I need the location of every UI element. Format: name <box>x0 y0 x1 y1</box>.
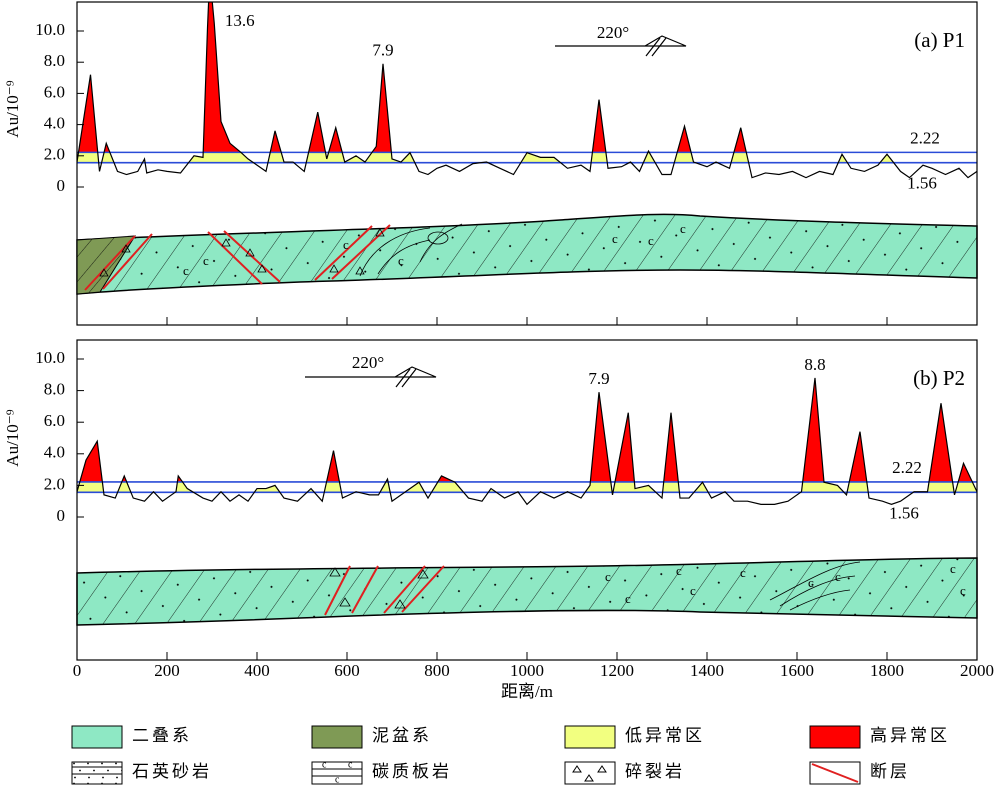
y-tick-label: 2.0 <box>44 474 65 493</box>
title: (a) P1 <box>914 28 965 52</box>
svg-text:c: c <box>950 561 956 576</box>
y-tick-label: 0 <box>57 176 66 195</box>
x-tick-label: 1800 <box>870 661 904 680</box>
svg-text:c: c <box>348 759 353 770</box>
x-tick-label: 800 <box>424 661 450 680</box>
low-anomaly-area <box>77 481 977 493</box>
direction-label: 220° <box>352 353 384 372</box>
svg-text:c: c <box>690 583 696 598</box>
legend-swatch <box>71 761 123 785</box>
x-tick-label: 600 <box>334 661 360 680</box>
threshold-label: 2.22 <box>910 128 940 147</box>
slate-symbols: ccc ccc ccc <box>605 561 966 606</box>
legend-swatch <box>809 761 861 785</box>
svg-text:c: c <box>808 575 814 590</box>
svg-text:c: c <box>648 233 654 248</box>
y-tick-label: 4.0 <box>44 114 65 133</box>
legend-label: 高异常区 <box>870 726 950 745</box>
cross-section-a: cc cc c cc <box>76 213 978 295</box>
legend: c cc 二叠系 泥盆系 低异常区 高异常区 石英砂岩 碳质板岩 碎裂岩 断层 <box>71 725 950 785</box>
x-tick-label: 0 <box>73 661 82 680</box>
cross-section-b: ccc ccc ccc <box>76 557 978 626</box>
legend-label: 泥盆系 <box>372 726 432 745</box>
legend-label: 碎裂岩 <box>625 762 685 781</box>
legend-label: 断层 <box>870 762 910 781</box>
y-tick-label: 2.0 <box>44 145 65 164</box>
y-tick-label: 4.0 <box>44 443 65 462</box>
x-tick-label: 1000 <box>510 661 544 680</box>
y-tick-label: 10.0 <box>35 20 65 39</box>
legend-swatch <box>311 725 363 749</box>
legend-swatch: c cc <box>311 759 363 785</box>
svg-text:c: c <box>398 253 404 268</box>
svg-text:c: c <box>322 759 327 770</box>
y-tick-label: 6.0 <box>44 411 65 430</box>
y-tick-label: 8.0 <box>44 380 65 399</box>
legend-swatch <box>71 725 123 749</box>
direction-label: 220° <box>597 23 629 42</box>
y-tick-label: 10.0 <box>35 348 65 367</box>
title: (b) P2 <box>913 366 965 390</box>
threshold-label: 2.22 <box>892 458 922 477</box>
svg-text:c: c <box>335 774 340 785</box>
svg-text:c: c <box>960 583 966 598</box>
x-tick-label: 2000 <box>960 661 994 680</box>
svg-text:c: c <box>612 231 618 246</box>
value-label: 8.8 <box>804 355 825 374</box>
value-label: 13.6 <box>225 11 255 30</box>
svg-text:c: c <box>835 569 841 584</box>
plot-1 <box>77 377 977 506</box>
svg-text:c: c <box>203 253 209 268</box>
threshold-label: 1.56 <box>889 503 919 522</box>
direction-arrow <box>305 35 687 388</box>
y-tick-label: 6.0 <box>44 82 65 101</box>
y-tick-label: 0 <box>57 506 66 525</box>
value-label: 7.9 <box>372 41 393 60</box>
data-line <box>77 377 977 506</box>
x-tick-label: 400 <box>244 661 270 680</box>
legend-swatch <box>564 725 616 749</box>
x-tick-label: 200 <box>154 661 180 680</box>
svg-text:c: c <box>183 263 189 278</box>
svg-text:c: c <box>680 221 686 236</box>
slate-symbols: cc cc c cc <box>183 221 686 278</box>
svg-text:c: c <box>343 237 349 252</box>
high-anomaly-area <box>79 377 973 482</box>
data-line <box>77 2 977 179</box>
svg-text:c: c <box>740 565 746 580</box>
x-tick-label: 1200 <box>600 661 634 680</box>
x-tick-label: 1400 <box>690 661 724 680</box>
x-tick-label: 1600 <box>780 661 814 680</box>
y-axis-label: Au/10⁻⁹ <box>3 80 22 137</box>
low-anomaly-area <box>77 152 894 163</box>
x-axis-label: 距离/m <box>501 682 553 701</box>
value-label: 7.9 <box>588 369 609 388</box>
svg-text:c: c <box>676 563 682 578</box>
y-axis-label: Au/10⁻⁹ <box>3 409 22 466</box>
legend-label: 碳质板岩 <box>372 762 452 781</box>
plot-0 <box>77 2 977 179</box>
high-anomaly-area <box>78 2 747 153</box>
legend-swatch <box>564 761 616 785</box>
svg-text:c: c <box>605 569 611 584</box>
y-tick-label: 8.0 <box>44 51 65 70</box>
legend-label: 石英砂岩 <box>132 762 212 781</box>
legend-swatch <box>809 725 861 749</box>
svg-text:c: c <box>625 591 631 606</box>
legend-label: 低异常区 <box>625 726 705 745</box>
threshold-label: 1.56 <box>907 174 937 193</box>
legend-label: 二叠系 <box>132 726 192 745</box>
